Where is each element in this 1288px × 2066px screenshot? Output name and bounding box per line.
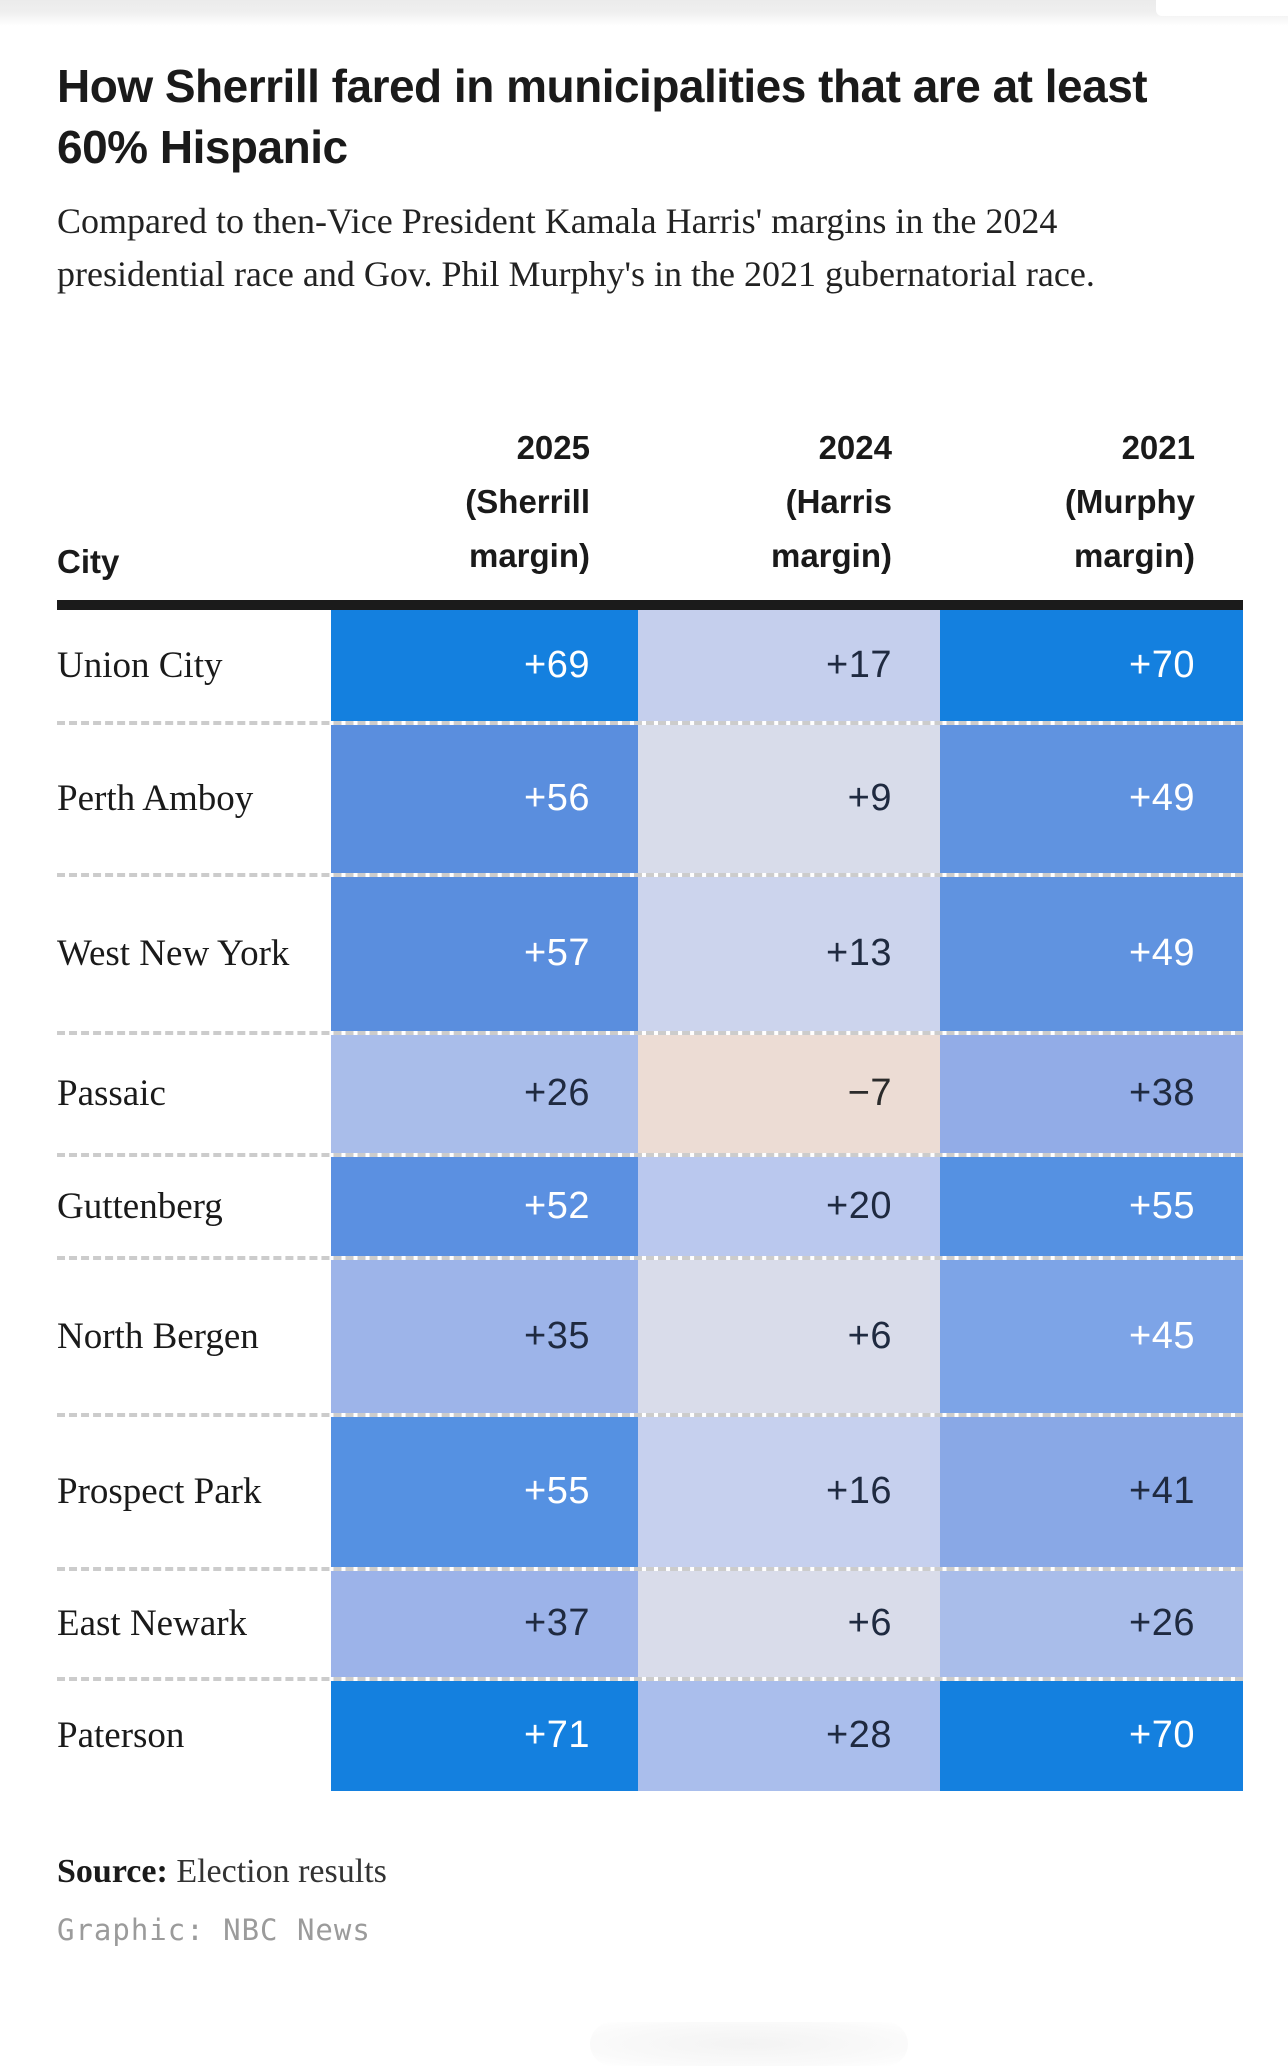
graphic-credit: Graphic: NBC News [57, 1912, 371, 1947]
header-line3: margin) [1073, 537, 1195, 575]
table-row: East Newark +37 +6 +26 [57, 1566, 1243, 1677]
city-label: Prospect Park [57, 1471, 262, 1513]
header-line2: (Harris [785, 482, 892, 520]
city-label: Perth Amboy [57, 778, 254, 820]
top-gray-strip [0, 0, 1288, 26]
header-line2: (Murphy [1064, 482, 1195, 520]
margin-cell-harris: +17 [638, 609, 940, 721]
margin-cell-murphy: +26 [940, 1570, 1243, 1677]
margin-cell-sherrill: +26 [331, 1034, 638, 1153]
table-row: Union City +69 +17 +70 [57, 609, 1243, 721]
header-year: 2025 [516, 428, 590, 466]
margin-cell-murphy: +49 [940, 876, 1243, 1031]
table-row: Guttenberg +52 +20 +55 [57, 1152, 1243, 1256]
margin-cell-murphy: +70 [940, 609, 1243, 721]
margin-cell-harris: +16 [638, 1416, 940, 1567]
table-row: Passaic +26 −7 +38 [57, 1030, 1243, 1153]
margin-cell-murphy: +49 [940, 724, 1243, 873]
header-line2: (Sherrill [465, 482, 590, 520]
margin-cell-harris: +13 [638, 876, 940, 1031]
margin-cell-harris: +6 [638, 1570, 940, 1677]
table-row: North Bergen +35 +6 +45 [57, 1255, 1243, 1413]
margin-cell-harris: +20 [638, 1156, 940, 1256]
column-header-2024-harris: 2024 (Harris margin) [638, 421, 940, 584]
margin-cell-harris: +6 [638, 1259, 940, 1413]
margin-cell-sherrill: +35 [331, 1259, 638, 1413]
header-year: 2021 [1121, 428, 1195, 466]
column-header-2025-sherrill: 2025 (Sherrill margin) [331, 421, 638, 584]
margin-cell-sherrill: +71 [331, 1680, 638, 1791]
margin-cell-murphy: +45 [940, 1259, 1243, 1413]
margin-cell-harris: +9 [638, 724, 940, 873]
city-label: Guttenberg [57, 1185, 223, 1227]
table-row: West New York +57 +13 +49 [57, 872, 1243, 1031]
source-label: Source: [57, 1852, 168, 1890]
city-label: North Bergen [57, 1315, 259, 1357]
top-strip-notch [1156, 0, 1288, 16]
table-row: Prospect Park +55 +16 +41 [57, 1412, 1243, 1567]
table-body: Union City +69 +17 +70 Perth Amboy +56 +… [57, 609, 1243, 1791]
header-year: 2024 [818, 428, 892, 466]
source-value: Election results [167, 1852, 387, 1890]
table-header-row: City 2025 (Sherrill margin) 2024 (Harris… [57, 421, 1243, 610]
city-label: West New York [57, 933, 290, 975]
margin-cell-sherrill: +37 [331, 1570, 638, 1677]
chart-title: How Sherrill fared in municipalities tha… [57, 60, 1148, 173]
city-label: Passaic [57, 1073, 166, 1115]
margin-cell-murphy: +70 [940, 1680, 1243, 1791]
header-line3: margin) [770, 537, 892, 575]
margin-cell-harris: −7 [638, 1034, 940, 1153]
margin-cell-sherrill: +52 [331, 1156, 638, 1256]
source-line: Source: Election results [57, 1853, 1243, 1891]
header-line3: margin) [468, 537, 590, 575]
city-label: Union City [57, 644, 223, 686]
city-label: East Newark [57, 1603, 248, 1645]
margin-cell-murphy: +38 [940, 1034, 1243, 1153]
margin-cell-sherrill: +69 [331, 609, 638, 721]
table-row: Paterson +71 +28 +70 [57, 1676, 1243, 1791]
margin-cell-murphy: +41 [940, 1416, 1243, 1567]
column-header-city: City [57, 542, 120, 580]
chart-card: How Sherrill fared in municipalities tha… [0, 56, 1288, 1947]
column-header-2021-murphy: 2021 (Murphy margin) [940, 421, 1243, 584]
city-label: Paterson [57, 1715, 185, 1757]
chart-subtitle: Compared to then-Vice President Kamala H… [57, 201, 1095, 294]
table-row: Perth Amboy +56 +9 +49 [57, 720, 1243, 873]
bottom-fade-blob [590, 2022, 908, 2066]
margins-table: City 2025 (Sherrill margin) 2024 (Harris… [57, 421, 1243, 1791]
margin-cell-sherrill: +56 [331, 724, 638, 873]
margin-cell-sherrill: +55 [331, 1416, 638, 1567]
margin-cell-harris: +28 [638, 1680, 940, 1791]
margin-cell-murphy: +55 [940, 1156, 1243, 1256]
margin-cell-sherrill: +57 [331, 876, 638, 1031]
